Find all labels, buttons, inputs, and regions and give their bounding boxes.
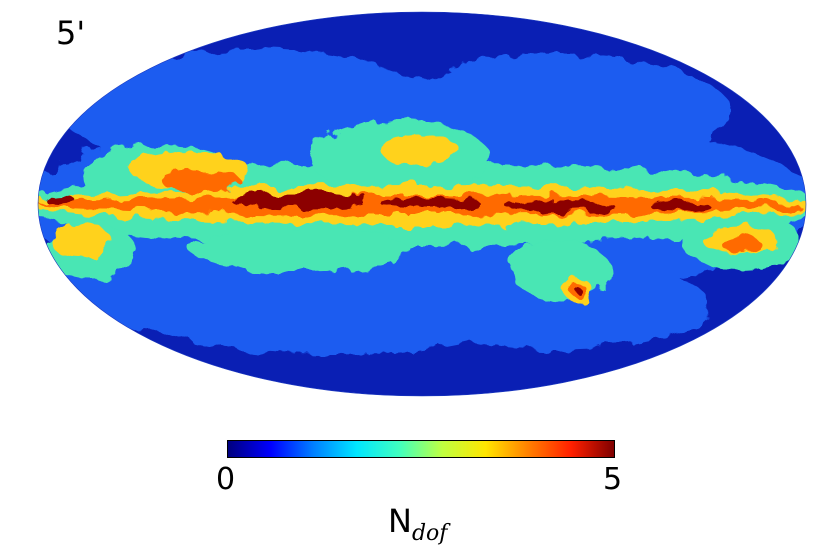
resolution-label: 5' (56, 14, 86, 52)
colorbar-label: Ndof (388, 502, 447, 546)
colorbar-min-tick: 0 (216, 462, 236, 497)
colorbar-label-main: N (388, 502, 412, 540)
colorbar-label-sub: dof (411, 521, 448, 546)
colorbar (227, 440, 615, 458)
map-structures (38, 50, 806, 355)
map-outline (37, 11, 807, 397)
colorbar-max-tick: 5 (603, 462, 623, 497)
map-body (38, 12, 806, 396)
